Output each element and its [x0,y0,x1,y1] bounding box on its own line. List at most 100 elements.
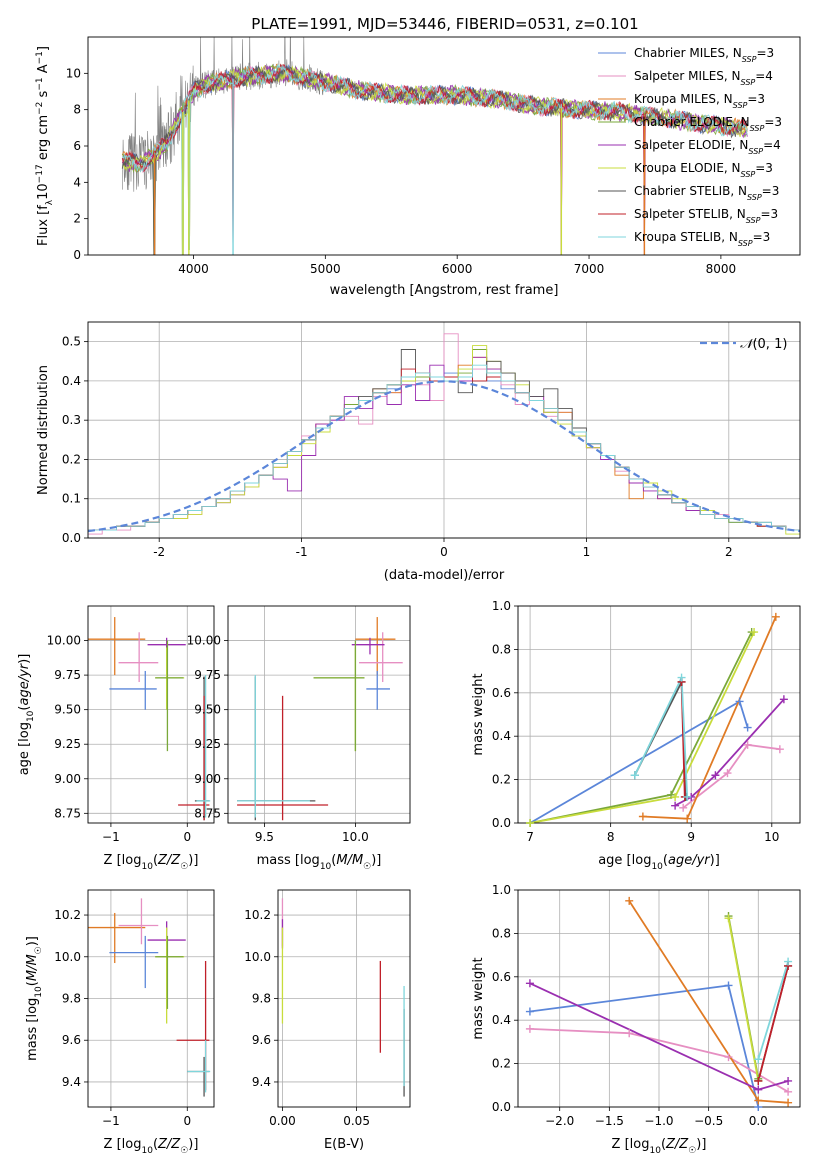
weight-marker [526,819,535,827]
weight-marker [525,1007,534,1016]
x-tick-label: 7 [526,830,534,844]
model-spectrum [121,63,748,255]
weight-marker [724,914,733,923]
x-tick-label: 1 [583,545,591,559]
y-tick-label: 9.75 [194,668,221,682]
x-tick-label: −1.0 [644,1114,673,1128]
plot-area [121,37,748,255]
weight-series-line [757,961,789,1060]
plot-area [88,898,211,1097]
weight-marker [625,896,634,905]
weight-marker [679,803,688,812]
model-spectrum [121,63,748,255]
y-axis-label: mass [log10(M/M☉)] [25,936,44,1061]
legend: Chabrier MILES, NSSP=3 Salpeter MILES, NS… [598,46,782,248]
y-tick-label: 0.0 [492,1100,511,1114]
chart-weight-vs-Z: −2.0 −1.5 −1.0 −0.5 0.0 0.0 0.2 0.4 0.6 0.8 1.0 Z [… [471,883,801,1156]
weight-marker [638,812,647,821]
plot-area [88,333,800,538]
x-tick-label: 7000 [574,262,605,276]
weight-marker [743,723,752,732]
weight-marker [525,979,534,988]
y-tick-label: 10.0 [54,950,81,964]
weight-marker [784,957,793,966]
legend-label: Salpeter MILES, NSSP=4 [634,69,773,87]
x-axis-label: age [log10(age/yr)] [598,853,720,872]
weight-marker [754,1076,763,1085]
y-tick-label: 10.00 [187,634,221,648]
legend-label: Chabrier ELODIE, NSSP=3 [634,115,782,133]
weight-series-line [674,698,785,807]
model-spectrum [121,65,748,255]
x-tick-label: 6000 [442,262,473,276]
y-tick-label: 0.0 [62,531,81,545]
y-tick-label: 10 [66,66,81,80]
y-tick-label: 10.2 [244,908,271,922]
legend-label: Kroupa ELODIE, NSSP=3 [634,161,773,179]
x-tick-label: 8000 [706,262,737,276]
weight-marker [784,1076,793,1085]
x-tick-label: −1 [102,1114,120,1128]
y-tick-label: 10.00 [47,634,81,648]
legend-label: Chabrier MILES, NSSP=3 [634,46,774,64]
x-axis-label: mass [log10(M/M☉)] [257,853,382,872]
weight-marker [671,801,680,810]
y-tick-label: 9.50 [194,703,221,717]
axes-frame [277,889,411,1108]
y-tick-label: 9.50 [54,703,81,717]
chart-age-vs-mass: 9.5 10.0 8.75 9.00 9.25 9.50 9.75 10.00 mass [lo… [187,605,411,872]
chart-mass-vs-EBV: 0.00 0.05 9.4 9.6 9.8 10.0 10.2 E(B-V) [244,889,411,1152]
legend-label: Salpeter ELODIE, NSSP=4 [634,138,781,156]
y-tick-label: 0.4 [492,729,511,743]
y-tick-label: 0.1 [62,492,81,506]
y-tick-label: 0.4 [62,374,81,388]
y-tick-label: 10.2 [54,908,81,922]
x-tick-label: 0.00 [269,1114,296,1128]
legend-label: 𝒩(0, 1) [740,337,787,352]
y-axis-label: age [log10(age/yr)] [17,654,36,776]
figure-title: PLATE=1991, MJD=53446, FIBERID=0531, z=0… [251,15,638,33]
x-tick-label: 10 [764,830,779,844]
weight-marker [630,771,639,780]
plot-area [281,898,405,1097]
x-axis-label: wavelength [Angstrom, rest frame] [330,283,559,298]
y-tick-label: 9.00 [54,772,81,786]
weight-marker [784,1087,793,1096]
y-tick-label: 4 [73,175,81,189]
y-tick-label: 0.8 [492,642,511,656]
x-axis-label: E(B-V) [324,1137,364,1152]
legend-label: Chabrier STELIB, NSSP=3 [634,184,779,202]
weight-marker [750,628,759,637]
y-tick-label: 9.6 [252,1033,271,1047]
chart-age-vs-Z: −1 0 8.75 9.00 9.25 9.50 9.75 10.00 Z [log10(Z/Z… [17,605,215,872]
chart-weight-vs-age: 7 8 9 10 0.0 0.2 0.4 0.6 0.8 1.0 age [log10(age/yr… [471,599,801,872]
weight-marker [754,1085,763,1094]
y-tick-label: 0.5 [62,335,81,349]
y-tick-label: 9.25 [54,737,81,751]
y-axis-label: Flux [fλ10−17 erg cm−2 s−1 A−1] [35,46,55,246]
y-tick-label: 9.00 [194,772,221,786]
weight-marker [525,1024,534,1033]
weight-marker [775,745,784,754]
y-tick-label: 9.4 [252,1075,271,1089]
y-tick-label: 0.4 [492,1013,511,1027]
axes-frame [87,321,801,539]
x-axis-label: Z [log10(Z/Z☉)] [612,1137,707,1156]
x-tick-label: 10.0 [342,830,369,844]
x-tick-label: 5000 [310,262,341,276]
plot-area [88,617,211,821]
y-tick-label: 6 [73,139,81,153]
x-tick-label: -2 [153,545,165,559]
y-tick-label: 9.8 [62,992,81,1006]
x-axis-label: (data-model)/error [384,568,505,583]
chart-spectrum: 4000 5000 6000 7000 8000 0 2 4 6 8 10 Chabrier MILE… [35,36,801,298]
legend-label: Kroupa STELIB, NSSP=3 [634,230,770,248]
weight-series-line [529,631,755,823]
x-axis-label: Z [log10(Z/Z☉)] [104,1137,199,1156]
weight-series-line [727,918,760,1082]
weight-marker [667,790,676,799]
plot-area [237,617,403,821]
y-tick-label: 8 [73,103,81,117]
